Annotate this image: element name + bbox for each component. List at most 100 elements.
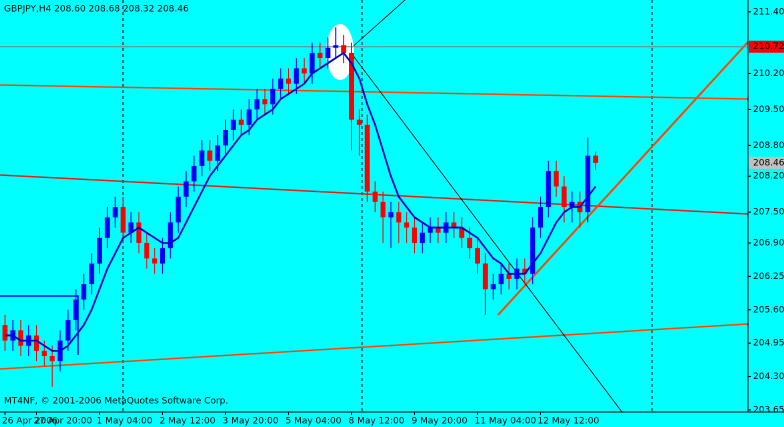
y-tick-label: 209.50	[753, 105, 784, 115]
y-tick-label: 208.80	[753, 141, 784, 151]
candle-body	[569, 201, 575, 208]
candle-body	[286, 78, 291, 84]
candle-body	[451, 222, 457, 228]
y-tick-label: 207.50	[753, 208, 784, 218]
candle-body	[278, 78, 284, 89]
candle-body	[167, 222, 173, 249]
x-tick-label: 2 May 12:00	[160, 417, 216, 427]
candle-body	[144, 242, 150, 259]
candle-body	[34, 335, 39, 351]
candle-body	[404, 222, 410, 228]
moving-average	[5, 51, 597, 352]
x-tick-label: 8 May 12:00	[349, 417, 405, 427]
y-tick-label: 210.20	[753, 69, 784, 79]
candle-body	[545, 171, 551, 208]
candle-body	[593, 155, 599, 163]
candle-body	[191, 165, 197, 182]
candle-body	[301, 68, 307, 74]
candle-body	[372, 191, 378, 202]
candle-body	[459, 227, 465, 238]
x-tick-label: 26 Apr 2006	[2, 417, 58, 427]
candle-body	[65, 320, 71, 341]
y-tick-label: 203.65	[753, 405, 784, 415]
box-line	[0, 295, 79, 355]
candle-body	[364, 124, 370, 192]
y-tick-label: 205.60	[753, 305, 784, 315]
candle-body	[506, 273, 512, 279]
candle-body	[522, 268, 528, 274]
candle-body	[585, 155, 591, 213]
candle-body	[41, 350, 47, 357]
candle-body	[435, 227, 441, 233]
candle-body	[356, 119, 362, 125]
price-label: 210.72	[753, 42, 784, 52]
y-tick-label: 211.40	[753, 7, 784, 17]
candle-body	[341, 45, 347, 53]
candle-body	[419, 232, 425, 243]
candle-body	[246, 109, 252, 125]
candle-body	[104, 217, 110, 238]
candle-body	[199, 150, 205, 166]
price-label-box	[749, 40, 784, 53]
candle-body	[490, 284, 496, 290]
candle-body	[262, 99, 268, 105]
x-tick-label: 5 May 04:00	[286, 417, 342, 427]
candle-body	[475, 248, 480, 264]
bid-label: 208.46	[753, 158, 784, 168]
candle-body	[97, 237, 102, 264]
candle-body	[388, 212, 394, 218]
candle-body	[2, 325, 8, 341]
candle-body	[152, 258, 158, 264]
candle-body	[538, 207, 543, 228]
candle-body	[309, 52, 315, 74]
candle-body	[467, 237, 473, 249]
candle-body	[270, 88, 276, 105]
y-tick-label: 208.20	[753, 172, 784, 182]
x-tick-label: 12 May 12:00	[538, 417, 600, 427]
candle-body	[553, 171, 559, 187]
y-tick-label: 206.90	[753, 238, 784, 248]
highlight-ellipse	[326, 24, 354, 80]
candle-body	[215, 145, 221, 161]
x-tick-label: 3 May 20:00	[223, 417, 279, 427]
trend-line	[344, 44, 623, 413]
candle-body	[349, 52, 354, 120]
layout-lines	[0, 0, 749, 413]
y-tick-label: 206.25	[753, 272, 784, 282]
candle-body	[230, 119, 236, 130]
candle-body	[160, 248, 165, 264]
candle-body	[238, 119, 244, 125]
y-tick-label: 204.95	[753, 339, 784, 349]
candle-body	[81, 284, 87, 300]
candle-body	[49, 356, 55, 362]
candle-body	[73, 299, 79, 321]
candle-body	[482, 263, 488, 290]
candle-body	[112, 207, 118, 218]
trend-line	[497, 41, 749, 316]
x-tick-label: 1 May 04:00	[97, 417, 153, 427]
candle-body	[396, 212, 402, 223]
candle-body	[498, 273, 504, 285]
candle-body	[120, 207, 126, 233]
trend-line	[0, 84, 749, 100]
candle-body	[412, 227, 417, 243]
chart-title: GBPJPY,H4 208.60 208.68 208.32 208.46	[4, 5, 189, 15]
candle-body	[128, 222, 134, 233]
candle-body	[561, 186, 567, 208]
candle-body	[254, 99, 260, 110]
candle-body	[380, 201, 386, 218]
candle-body	[175, 196, 181, 223]
y-tick-label: 204.30	[753, 372, 784, 382]
trend-line	[0, 323, 749, 370]
candle-body	[530, 227, 536, 274]
candle-body	[207, 150, 213, 161]
candle-body	[317, 52, 323, 59]
candle-body	[223, 129, 228, 146]
candle-body	[136, 222, 142, 243]
candle-body	[427, 227, 433, 233]
bid-label-box	[749, 156, 784, 169]
candle-body	[293, 68, 299, 84]
x-tick-label: 9 May 20:00	[412, 417, 468, 427]
candle-body	[325, 47, 331, 59]
